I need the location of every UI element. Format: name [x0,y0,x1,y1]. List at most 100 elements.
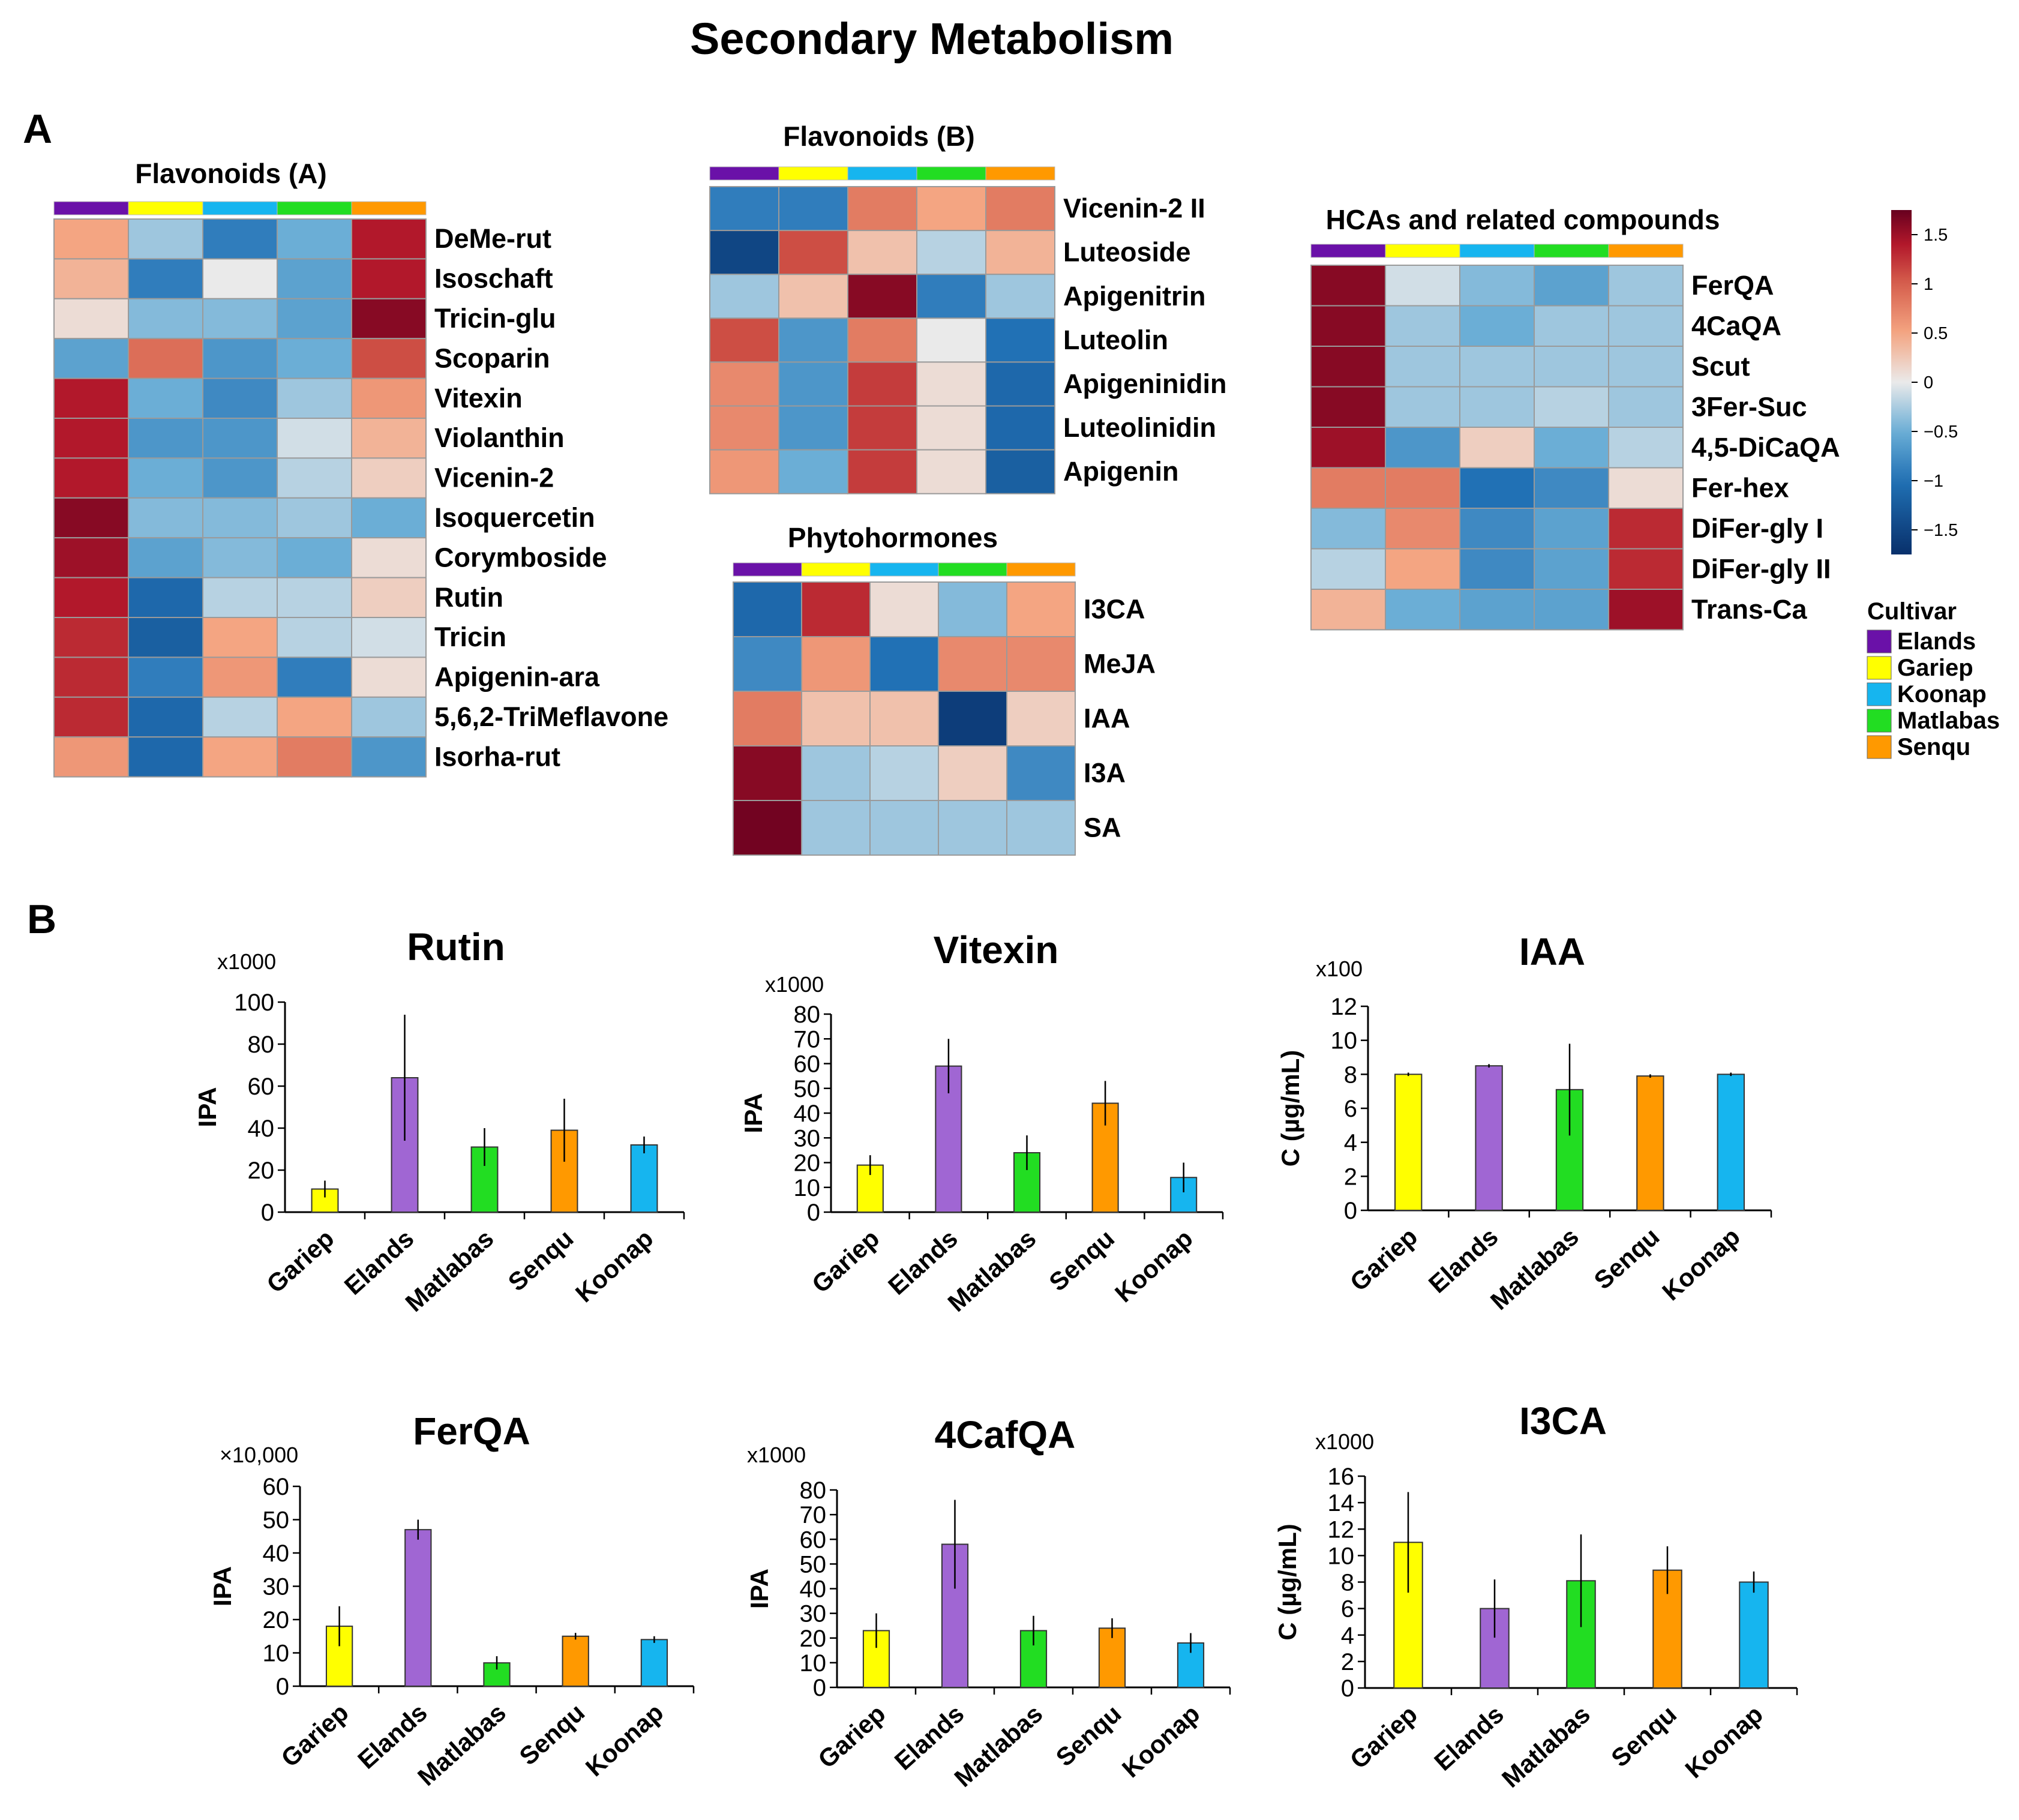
heatmap-cell [733,800,802,856]
heatmap-cell [277,418,352,459]
heatmap-cell [1459,305,1535,347]
heatmap-cell [1459,346,1535,388]
heatmap-cell [1534,508,1609,550]
cultivar-color-bar [938,562,1007,577]
heatmap-cell [351,377,427,419]
cultivar-color-bar [1459,244,1535,258]
heatmap-cell [801,691,871,746]
axis-multiplier: x1000 [217,949,276,974]
heatmap-cell [1459,427,1535,469]
heatmap-cell [1310,265,1386,307]
y-tick-label: 40 [263,1540,290,1567]
heatmap-cell [733,691,802,746]
heatmap-cell [53,338,129,379]
y-tick-label: 50 [794,1076,821,1102]
heatmap-cell [128,218,203,260]
heatmap-2: Flavonoids (B) Vicenin-2 II Luteoside Apige… [709,121,1226,494]
y-tick-label: 10 [1328,1543,1355,1569]
y-tick-label: 70 [800,1502,827,1528]
heatmap-cell [128,617,203,658]
y-tick-label: 10 [263,1641,290,1667]
heatmap-cell [869,800,939,856]
y-tick-label: 80 [248,1032,275,1058]
y-tick-label: 40 [248,1116,275,1142]
heatmap-cell [1385,508,1460,550]
heatmap-row-label: DeMe-rut [434,223,551,254]
heatmap-cell [351,696,427,738]
legend-swatch-gariep [1867,656,1892,680]
x-tick-label: Koonap [1117,1699,1205,1783]
chart-title: I3CA [1519,1399,1607,1443]
y-tick-label: 0 [1341,1675,1354,1702]
color-scale-bar [1891,210,1912,554]
x-tick-label: Gariep [1345,1700,1423,1774]
heatmap-cell [202,497,278,539]
heatmap-title: Flavonoids (A) [135,158,326,189]
x-tick-label: Senqu [503,1224,579,1297]
heatmap-cell [53,457,129,499]
legend-swatch-senqu [1867,735,1892,759]
heatmap-cell [128,377,203,419]
heatmap-cell [1608,305,1684,347]
x-tick-label: Elands [1423,1222,1504,1299]
heatmap-row-label: Apigenin [1063,456,1178,487]
y-axis-label: IPA [745,1569,773,1609]
heatmap-cell [916,317,986,363]
heatmap-cell [1006,745,1076,801]
y-tick-label: 100 [234,990,274,1016]
heatmap-row-label: DiFer-gly II [1691,553,1831,584]
heatmap-cell [53,617,129,658]
heatmap-cell [277,736,352,778]
heatmap-cell [1608,548,1684,590]
y-tick-label: 6 [1344,1096,1357,1122]
heatmap-cell [1459,508,1535,550]
figure-title: Secondary Metabolism [690,14,1174,64]
heatmap-row-label: Trans-Ca [1691,594,1808,625]
heatmap-cell [1385,589,1460,631]
y-tick-label: 60 [794,1051,821,1078]
heatmap-cell [847,449,917,494]
heatmap-row-label: IAA [1084,703,1130,734]
heatmap-3: Phytohormones I3CA MeJA IAA I3A SA [733,522,1156,856]
x-tick-label: Koonap [1657,1222,1745,1306]
heatmap-cell [916,186,986,232]
y-tick-label: 2 [1344,1164,1357,1190]
heatmap-row-label: Vicenin-2 II [1063,193,1205,224]
heatmap-cell [351,218,427,260]
heatmap-cell [277,617,352,658]
heatmap-cell [847,317,917,363]
heatmap-row-label: Violanthin [434,422,565,453]
y-tick-label: 40 [794,1101,821,1127]
bar-chart-vitexin: Vitexinx1000IPA01020304050607080GariepEl… [739,928,1224,1317]
x-tick-label: Gariep [261,1224,339,1299]
heatmap-cell [1385,548,1460,590]
heatmap-cell [202,656,278,698]
cultivar-color-bar [733,562,802,577]
heatmap-cell [1385,386,1460,428]
heatmap-cell [938,691,1007,746]
heatmap-row-label: MeJA [1084,649,1156,679]
heatmap-cell [53,577,129,618]
heatmap-cell [801,636,871,692]
y-tick-label: 20 [263,1607,290,1633]
cultivar-color-bar [801,562,871,577]
heatmap-cell [778,274,848,319]
heatmap-row-label: I3CA [1084,594,1145,625]
heatmap-row-label: Corymboside [434,542,607,572]
heatmap-cell [202,418,278,459]
heatmap-row-label: Apigenitrin [1063,281,1205,311]
heatmap-title: Flavonoids (B) [783,121,974,152]
heatmap-cell [1608,386,1684,428]
color-scale-label: 0.5 [1924,324,1948,343]
y-tick-label: 70 [794,1026,821,1053]
heatmap-row-label: DiFer-gly I [1691,513,1823,544]
heatmap-cell [1534,467,1609,509]
heatmap-cell [778,317,848,363]
heatmap-cell [847,361,917,407]
heatmap-row-label: Vicenin-2 [434,463,554,493]
heatmap-cell [709,274,779,319]
heatmap-cell [53,377,129,419]
x-tick-label: Elands [339,1224,419,1300]
heatmap-cell [1608,467,1684,509]
heatmap-4: HCAs and related compounds FerQA 4CaQA Scut… [1310,204,1840,631]
